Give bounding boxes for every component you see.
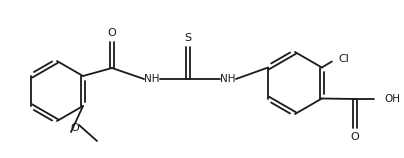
Text: O: O bbox=[351, 132, 360, 142]
Text: O: O bbox=[71, 123, 79, 133]
Text: OH: OH bbox=[384, 94, 400, 104]
Text: NH: NH bbox=[144, 74, 160, 84]
Text: NH: NH bbox=[220, 74, 236, 84]
Text: S: S bbox=[185, 33, 191, 43]
Text: O: O bbox=[107, 28, 116, 38]
Text: Cl: Cl bbox=[339, 54, 350, 64]
